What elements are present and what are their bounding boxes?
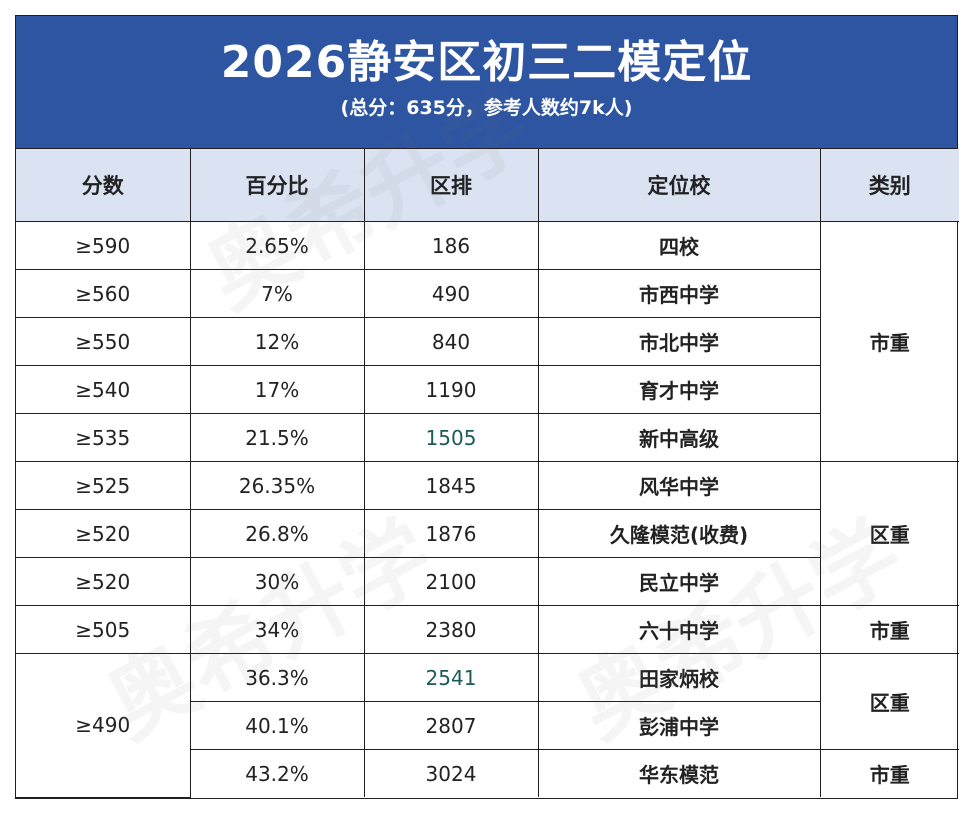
score-cell: ≥525 xyxy=(16,461,191,510)
school-cell: 市西中学 xyxy=(537,269,821,318)
table-container: 2026静安区初三二模定位 (总分：635分，参考人数约7k人) 分数 百分比 … xyxy=(15,15,959,799)
column-header-percent: 百分比 xyxy=(189,149,365,222)
percent-cell: 26.8% xyxy=(189,509,365,558)
score-cell: ≥535 xyxy=(16,413,191,462)
category-cell: 区重 xyxy=(819,461,959,606)
rank-cell: 2541 xyxy=(363,653,539,702)
rank-cell: 1876 xyxy=(363,509,539,558)
table-row: 43.2% 3024 华东模范 市重 xyxy=(16,749,959,797)
percent-cell: 17% xyxy=(189,365,365,414)
score-cell: ≥560 xyxy=(16,269,191,318)
category-cell: 市重 xyxy=(819,749,959,797)
score-cell: ≥590 xyxy=(16,221,191,270)
column-header-rank: 区排 xyxy=(363,149,539,222)
score-table: 分数 百分比 区排 定位校 类别 ≥590 2.65% 186 四校 市重 ≥5… xyxy=(16,149,959,798)
school-cell: 新中高级 xyxy=(537,413,821,462)
table-row: ≥550 12% 840 市北中学 xyxy=(16,317,959,366)
table-row: ≥525 26.35% 1845 风华中学 区重 xyxy=(16,461,959,606)
table-row: ≥540 17% 1190 育才中学 xyxy=(16,365,959,414)
school-cell: 华东模范 xyxy=(537,749,821,797)
school-cell: 六十中学 xyxy=(537,605,821,654)
page-title: 2026静安区初三二模定位 xyxy=(220,37,753,88)
rank-cell: 490 xyxy=(363,269,539,318)
school-cell: 田家炳校 xyxy=(537,653,821,702)
score-cell: ≥490 xyxy=(16,653,191,798)
percent-cell: 2.65% xyxy=(189,221,365,270)
score-cell: ≥505 xyxy=(16,605,191,654)
rank-cell: 2100 xyxy=(363,557,539,606)
rank-cell: 3024 xyxy=(363,749,539,797)
table-header-row: 分数 百分比 区排 定位校 类别 xyxy=(16,149,959,222)
category-cell: 区重 xyxy=(819,653,959,750)
page-subtitle: (总分：635分，参考人数约7k人) xyxy=(340,97,633,119)
table-row: ≥520 30% 2100 民立中学 xyxy=(16,557,959,606)
percent-cell: 36.3% xyxy=(189,653,365,702)
column-header-school: 定位校 xyxy=(537,149,821,222)
rank-cell: 1845 xyxy=(363,461,539,510)
score-cell: ≥520 xyxy=(16,509,191,558)
percent-cell: 21.5% xyxy=(189,413,365,462)
school-cell: 久隆模范(收费) xyxy=(537,509,821,558)
table-row: 40.1% 2807 彭浦中学 xyxy=(16,701,959,750)
rank-cell: 1505 xyxy=(363,413,539,462)
school-cell: 四校 xyxy=(537,221,821,270)
table-row: ≥505 34% 2380 六十中学 市重 xyxy=(16,605,959,654)
score-cell: ≥540 xyxy=(16,365,191,414)
percent-cell: 40.1% xyxy=(190,701,365,750)
category-cell: 市重 xyxy=(819,605,959,654)
column-header-score: 分数 xyxy=(16,149,191,222)
school-cell: 风华中学 xyxy=(537,461,821,510)
column-header-category: 类别 xyxy=(819,149,959,222)
school-cell: 市北中学 xyxy=(537,317,821,366)
rank-cell: 2807 xyxy=(363,701,539,750)
score-cell: ≥520 xyxy=(16,557,191,606)
percent-cell: 43.2% xyxy=(190,749,365,797)
percent-cell: 34% xyxy=(189,605,365,654)
table-row: ≥590 2.65% 186 四校 市重 xyxy=(16,221,959,462)
school-cell: 育才中学 xyxy=(537,365,821,414)
percent-cell: 7% xyxy=(189,269,365,318)
percent-cell: 30% xyxy=(189,557,365,606)
rank-cell: 2380 xyxy=(363,605,539,654)
percent-cell: 26.35% xyxy=(189,461,365,510)
table-row: ≥520 26.8% 1876 久隆模范(收费) xyxy=(16,509,959,558)
title-banner: 2026静安区初三二模定位 (总分：635分，参考人数约7k人) xyxy=(16,16,957,149)
score-cell: ≥550 xyxy=(16,317,191,366)
rank-cell: 186 xyxy=(363,221,539,270)
school-cell: 彭浦中学 xyxy=(537,701,821,750)
table-row: ≥490 36.3% 2541 田家炳校 区重 xyxy=(16,653,959,798)
rank-cell: 1190 xyxy=(363,365,539,414)
table-row: ≥560 7% 490 市西中学 xyxy=(16,269,959,318)
school-cell: 民立中学 xyxy=(537,557,821,606)
table-row: ≥535 21.5% 1505 新中高级 xyxy=(16,413,959,462)
rank-cell: 840 xyxy=(363,317,539,366)
category-cell: 市重 xyxy=(819,221,959,462)
percent-cell: 12% xyxy=(189,317,365,366)
